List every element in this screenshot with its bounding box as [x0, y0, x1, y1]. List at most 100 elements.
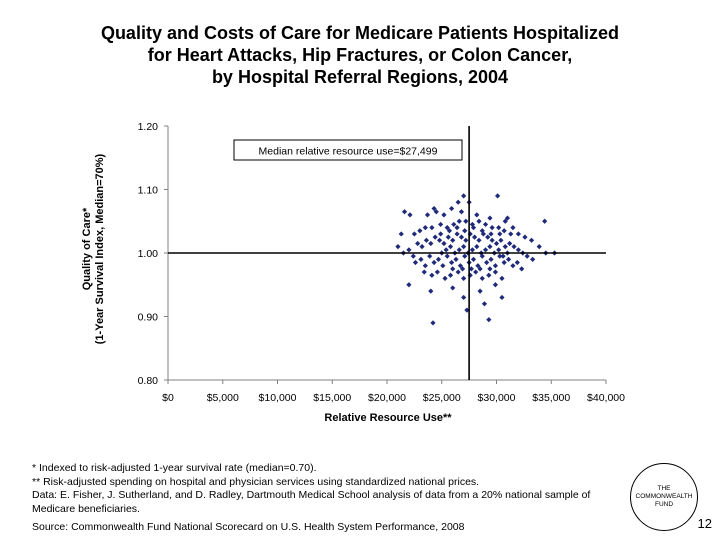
data-point	[461, 193, 467, 199]
x-tick-label: $35,000	[532, 392, 570, 404]
data-point	[499, 294, 505, 301]
data-point	[457, 263, 463, 269]
data-point	[422, 225, 428, 231]
data-point	[429, 225, 435, 231]
data-point	[524, 253, 530, 259]
data-point	[479, 228, 485, 234]
data-point	[493, 240, 500, 247]
data-point	[411, 231, 417, 237]
data-point	[469, 221, 476, 228]
logo-line-2: COMMONWEALTH	[635, 493, 693, 500]
data-point	[422, 263, 428, 269]
data-point	[463, 237, 469, 243]
data-point	[499, 275, 505, 281]
data-point	[475, 263, 481, 269]
annotation-text: Median relative resource use=$27,499	[259, 146, 438, 158]
data-point	[459, 266, 466, 272]
x-tick-label: $25,000	[423, 392, 461, 404]
data-point	[482, 221, 489, 228]
y-tick-label: 0.80	[138, 375, 159, 387]
data-point	[444, 225, 450, 231]
data-point	[522, 234, 528, 240]
data-point	[431, 259, 437, 266]
data-point	[458, 209, 465, 215]
data-point	[450, 285, 456, 291]
data-point	[417, 228, 423, 234]
x-tick-label: $30,000	[478, 392, 516, 404]
data-point	[497, 253, 503, 259]
data-point	[482, 247, 489, 253]
data-point	[530, 256, 536, 262]
data-point	[434, 269, 440, 275]
median-annotation: Median relative resource use=$27,499	[233, 139, 463, 161]
data-point	[429, 272, 435, 278]
data-point	[486, 272, 492, 278]
data-point	[501, 228, 507, 234]
data-point	[497, 231, 503, 237]
data-point	[502, 218, 508, 224]
data-point	[398, 231, 404, 237]
data-point	[450, 266, 456, 272]
data-point	[423, 237, 430, 243]
data-point	[407, 212, 413, 218]
chart-axes	[164, 125, 607, 384]
chart-title-line-1: Quality and Costs of Care for Medicare P…	[100, 23, 620, 43]
data-point	[441, 240, 447, 247]
data-point	[441, 212, 447, 218]
data-point	[501, 259, 507, 266]
data-point	[489, 237, 495, 243]
data-point	[470, 225, 477, 231]
data-point	[464, 307, 470, 313]
data-point	[488, 231, 494, 237]
data-point	[500, 253, 506, 259]
data-point	[428, 288, 434, 294]
data-point	[447, 244, 454, 250]
x-tick-label: $5,000	[207, 392, 239, 404]
data-point	[469, 247, 476, 253]
annotation-box	[233, 139, 463, 161]
data-point	[515, 231, 521, 237]
data-point	[477, 266, 483, 272]
data-point	[462, 253, 468, 259]
y-tick-label: 1.00	[138, 248, 159, 260]
data-point	[489, 225, 495, 231]
data-point	[467, 231, 473, 237]
x-axis-label: Relative Resource Use**	[324, 412, 452, 424]
data-point	[470, 256, 477, 262]
data-point	[442, 275, 448, 281]
data-point	[456, 247, 462, 253]
data-point	[496, 247, 502, 253]
data-point	[443, 247, 449, 253]
data-point	[511, 244, 517, 250]
data-point	[474, 212, 480, 218]
data-point	[492, 263, 499, 269]
data-point	[479, 275, 485, 281]
data-point	[486, 317, 492, 323]
y-tick-label: 1.10	[138, 185, 159, 197]
data-point	[468, 266, 474, 272]
data-point	[432, 234, 438, 240]
data-point	[515, 247, 521, 253]
data-point	[431, 205, 437, 212]
data-point	[449, 259, 455, 266]
footnote-source: Source: Commonwealth Fund National Score…	[32, 521, 465, 533]
data-point	[440, 263, 446, 269]
data-point	[427, 253, 433, 259]
data-point	[449, 205, 455, 212]
data-point	[498, 237, 504, 243]
footnotes: * Indexed to risk-adjusted 1-year surviv…	[32, 462, 602, 535]
data-point	[485, 234, 491, 240]
chart-title-line-3: by Hospital Referral Regions, 2004	[211, 67, 509, 87]
data-point	[463, 218, 469, 224]
data-point	[487, 244, 493, 250]
data-point	[438, 231, 444, 237]
data-point	[472, 234, 478, 240]
data-point	[436, 237, 443, 243]
data-point	[421, 269, 427, 275]
data-point	[410, 253, 416, 259]
data-point	[453, 256, 459, 262]
data-point	[461, 294, 467, 301]
data-point	[536, 244, 542, 250]
y-axis-label-line-1: Quality of Care*	[81, 207, 93, 291]
data-point	[444, 253, 450, 259]
